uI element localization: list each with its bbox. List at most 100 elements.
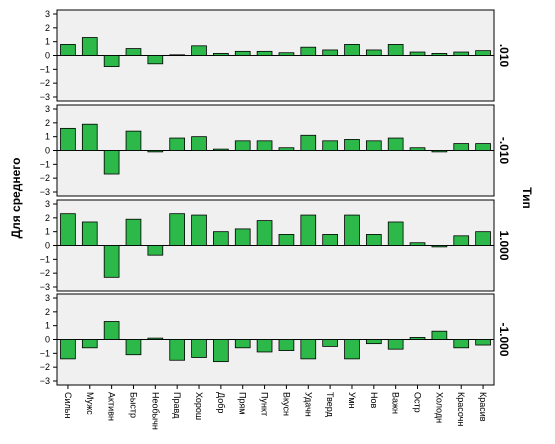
bar xyxy=(475,231,491,246)
bar xyxy=(278,234,295,246)
bar xyxy=(453,51,470,56)
bar xyxy=(365,140,382,151)
bar xyxy=(256,50,273,56)
bar xyxy=(125,48,142,56)
y-tick-label: 0 xyxy=(45,335,50,345)
category-label: Красочн xyxy=(456,392,466,426)
bar xyxy=(213,53,229,56)
panel-label: -.010 xyxy=(497,137,511,165)
bar xyxy=(213,231,229,246)
y-tick-label: −3 xyxy=(40,187,50,197)
bar xyxy=(169,137,186,151)
bar xyxy=(103,245,120,278)
bar xyxy=(60,213,76,246)
bar xyxy=(431,245,448,248)
bar xyxy=(387,339,404,350)
category-label: Быстр xyxy=(128,392,138,418)
y-tick-label: −2 xyxy=(40,268,50,278)
bar xyxy=(431,330,448,340)
bar xyxy=(234,140,251,151)
category-label: Вкусн xyxy=(281,392,291,416)
category-label: Важн xyxy=(391,392,401,414)
y-tick-label: 1 xyxy=(45,321,50,331)
bar xyxy=(300,134,317,151)
bar xyxy=(256,220,273,246)
y-tick-label: −3 xyxy=(40,92,50,102)
facet-axis-label: Тип xyxy=(520,187,534,209)
bar xyxy=(103,150,120,175)
bar xyxy=(278,147,295,151)
bar xyxy=(409,337,426,340)
bar xyxy=(103,55,120,67)
panel-label: .010 xyxy=(497,44,511,68)
bar xyxy=(60,339,76,360)
category-label: Холодн xyxy=(434,392,444,423)
bar xyxy=(191,214,207,246)
category-label: Сильн xyxy=(63,392,73,418)
y-tick-label: 0 xyxy=(45,51,50,61)
y-tick-label: 3 xyxy=(45,293,50,303)
category-label: Добр xyxy=(216,392,226,413)
bar xyxy=(234,339,251,349)
category-label: Пункт xyxy=(260,392,270,416)
bar xyxy=(103,321,120,340)
y-tick-label: −2 xyxy=(40,362,50,372)
y-tick-label: 0 xyxy=(45,146,50,156)
bar xyxy=(322,339,338,347)
y-tick-label: −1 xyxy=(40,159,50,169)
bar xyxy=(409,147,426,151)
y-tick-label: −2 xyxy=(40,78,50,88)
bar xyxy=(475,339,491,346)
bar xyxy=(475,50,491,56)
bar xyxy=(191,45,207,56)
bar xyxy=(125,130,142,151)
category-label: Тверд xyxy=(325,392,335,418)
bar xyxy=(409,51,426,56)
category-label: Прям xyxy=(238,392,248,414)
bar xyxy=(147,337,164,340)
category-label: Активн xyxy=(107,392,117,421)
category-label: Красив xyxy=(478,392,488,422)
y-axis-label: Для среднего xyxy=(9,158,23,239)
y-tick-label: 3 xyxy=(45,199,50,209)
bar xyxy=(81,339,98,349)
bar xyxy=(147,55,164,65)
bar xyxy=(60,127,76,151)
bar xyxy=(125,218,142,246)
bar xyxy=(365,339,382,345)
bar xyxy=(475,143,491,151)
y-tick-label: −3 xyxy=(40,282,50,292)
category-label: Правд xyxy=(172,392,182,419)
bar xyxy=(81,123,98,151)
y-tick-label: 3 xyxy=(45,9,50,19)
bar xyxy=(191,339,207,358)
category-label: Хорош xyxy=(194,392,204,420)
y-tick-label: 2 xyxy=(45,307,50,317)
bar xyxy=(387,137,404,151)
bar xyxy=(147,245,164,256)
bar xyxy=(300,46,317,56)
bar xyxy=(278,339,295,351)
bar xyxy=(278,52,295,56)
category-label: Остр xyxy=(413,392,423,413)
bar xyxy=(125,339,142,356)
bar xyxy=(322,49,338,56)
bar xyxy=(81,221,98,246)
category-label: Удачн xyxy=(303,392,313,417)
panel-label: 1.000 xyxy=(497,230,511,260)
bar xyxy=(453,235,470,246)
bar xyxy=(169,54,186,57)
y-tick-label: −1 xyxy=(40,254,50,264)
bar xyxy=(387,221,404,246)
bar xyxy=(256,339,273,353)
category-label: Мужс xyxy=(85,392,95,415)
bar xyxy=(344,44,360,56)
bar xyxy=(365,49,382,56)
bar xyxy=(409,242,426,246)
bar xyxy=(453,143,470,151)
bar xyxy=(322,140,338,151)
y-tick-label: 2 xyxy=(45,213,50,223)
y-tick-label: 0 xyxy=(45,241,50,251)
bar xyxy=(431,150,448,153)
